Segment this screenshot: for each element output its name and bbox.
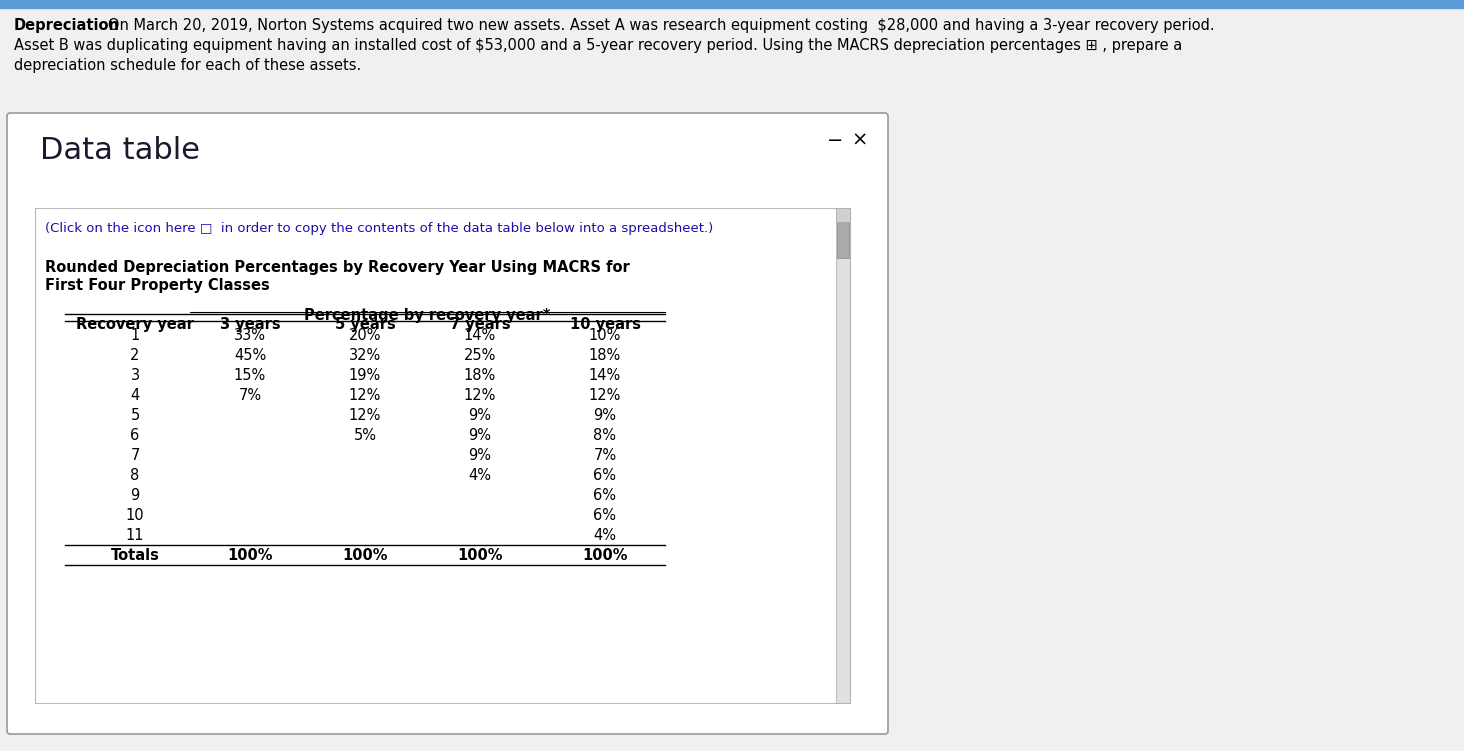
FancyBboxPatch shape (7, 113, 889, 734)
Bar (837, 220, 849, 258)
Text: Data table: Data table (40, 136, 201, 165)
Text: 12%: 12% (464, 388, 496, 403)
Text: 6%: 6% (593, 468, 616, 483)
Text: 7%: 7% (593, 448, 616, 463)
Text: 45%: 45% (234, 348, 266, 363)
Text: 9%: 9% (593, 408, 616, 423)
Text: 6: 6 (130, 428, 139, 443)
Text: Asset B was duplicating equipment having an installed cost of $53,000 and a 5-ye: Asset B was duplicating equipment having… (15, 38, 1183, 53)
Text: 10: 10 (126, 508, 145, 523)
Text: 2: 2 (130, 348, 139, 363)
Text: 100%: 100% (343, 548, 388, 563)
Text: 10%: 10% (589, 328, 621, 343)
Text: 100%: 100% (583, 548, 628, 563)
Text: 6%: 6% (593, 508, 616, 523)
Text: 12%: 12% (589, 388, 621, 403)
Text: 9: 9 (130, 488, 139, 503)
Text: 8: 8 (130, 468, 139, 483)
Text: Totals: Totals (111, 548, 160, 563)
Text: 9%: 9% (468, 408, 492, 423)
Bar (836, 208, 851, 222)
Text: Depreciation: Depreciation (15, 18, 120, 33)
Bar (0, 0, 1464, 8)
Text: 3: 3 (130, 368, 139, 383)
Text: First Four Property Classes: First Four Property Classes (45, 278, 269, 293)
Text: 100%: 100% (457, 548, 502, 563)
Text: −: − (827, 131, 843, 150)
Text: 5 years: 5 years (335, 317, 395, 332)
Text: 33%: 33% (234, 328, 266, 343)
Text: 14%: 14% (589, 368, 621, 383)
Text: ×: × (852, 131, 868, 150)
Text: 1: 1 (130, 328, 139, 343)
Text: 8%: 8% (593, 428, 616, 443)
Text: 25%: 25% (464, 348, 496, 363)
Text: 20%: 20% (348, 328, 381, 343)
Text: 7 years: 7 years (449, 317, 511, 332)
Text: 9%: 9% (468, 448, 492, 463)
Text: 18%: 18% (589, 348, 621, 363)
Text: 15%: 15% (234, 368, 266, 383)
Text: 11: 11 (126, 528, 145, 543)
Text: 9%: 9% (468, 428, 492, 443)
Text: 100%: 100% (227, 548, 272, 563)
Text: depreciation schedule for each of these assets.: depreciation schedule for each of these … (15, 58, 362, 73)
Text: 3 years: 3 years (220, 317, 280, 332)
Bar (836, 208, 851, 703)
Text: 12%: 12% (348, 408, 381, 423)
Text: 5: 5 (130, 408, 139, 423)
Text: (Click on the icon here □  in order to copy the contents of the data table below: (Click on the icon here □ in order to co… (45, 222, 713, 235)
Text: Percentage by recovery year*: Percentage by recovery year* (305, 308, 550, 323)
Text: 6%: 6% (593, 488, 616, 503)
Text: 7: 7 (130, 448, 139, 463)
Text: 32%: 32% (348, 348, 381, 363)
Text: 5%: 5% (353, 428, 376, 443)
Text: Recovery year: Recovery year (76, 317, 193, 332)
Text: 12%: 12% (348, 388, 381, 403)
Text: On March 20, 2019, Norton Systems acquired two new assets. Asset A was research : On March 20, 2019, Norton Systems acquir… (94, 18, 1215, 33)
Text: 19%: 19% (348, 368, 381, 383)
Text: 4: 4 (130, 388, 139, 403)
Text: 4%: 4% (593, 528, 616, 543)
Text: 10 years: 10 years (569, 317, 641, 332)
Text: Rounded Depreciation Percentages by Recovery Year Using MACRS for: Rounded Depreciation Percentages by Reco… (45, 260, 630, 275)
Text: 14%: 14% (464, 328, 496, 343)
Bar (35, 208, 851, 703)
Text: 18%: 18% (464, 368, 496, 383)
Text: 7%: 7% (239, 388, 262, 403)
Text: 4%: 4% (468, 468, 492, 483)
